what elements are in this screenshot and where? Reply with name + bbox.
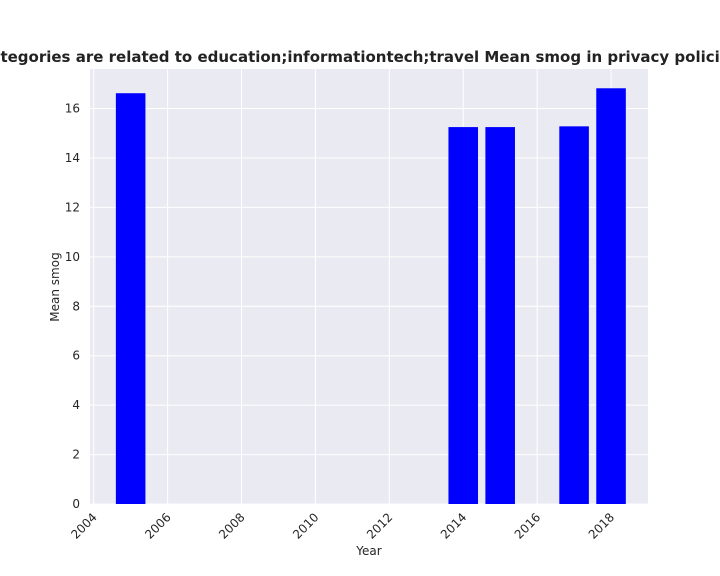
y-tick-label: 0 xyxy=(72,497,80,511)
y-tick-label: 2 xyxy=(72,448,80,462)
x-tick-label: 2008 xyxy=(216,510,247,541)
x-tick-label: 2014 xyxy=(438,510,469,541)
x-tick-labels: 2004 2006 2008 2010 2012 2014 2016 2018 xyxy=(68,510,617,541)
bar-2015 xyxy=(485,127,515,504)
bar-2014 xyxy=(448,127,479,504)
x-tick-label: 2010 xyxy=(290,510,321,541)
bar-2005 xyxy=(115,93,146,504)
y-tick-label: 4 xyxy=(72,398,80,412)
x-tick-label: 2016 xyxy=(512,510,543,541)
bars xyxy=(115,88,626,504)
y-tick-label: 14 xyxy=(65,151,80,165)
y-axis-label: Mean smog xyxy=(48,252,62,321)
y-tick-label: 10 xyxy=(65,250,80,264)
x-tick-label: 2018 xyxy=(586,510,617,541)
x-tick-label: 2006 xyxy=(142,510,173,541)
x-axis-label: Year xyxy=(355,544,381,558)
x-tick-label: 2004 xyxy=(68,510,99,541)
y-tick-labels: 0 2 4 6 8 10 12 14 16 xyxy=(65,102,80,511)
bar-2018 xyxy=(596,88,626,504)
y-tick-label: 8 xyxy=(72,299,80,313)
y-tick-label: 16 xyxy=(65,102,80,116)
x-tick-label: 2012 xyxy=(364,510,395,541)
bar-2017 xyxy=(559,126,589,504)
chart-title: en categories are related to education;i… xyxy=(0,48,720,66)
plot-area xyxy=(90,69,648,504)
y-tick-label: 6 xyxy=(72,349,80,363)
y-tick-label: 12 xyxy=(65,200,80,214)
